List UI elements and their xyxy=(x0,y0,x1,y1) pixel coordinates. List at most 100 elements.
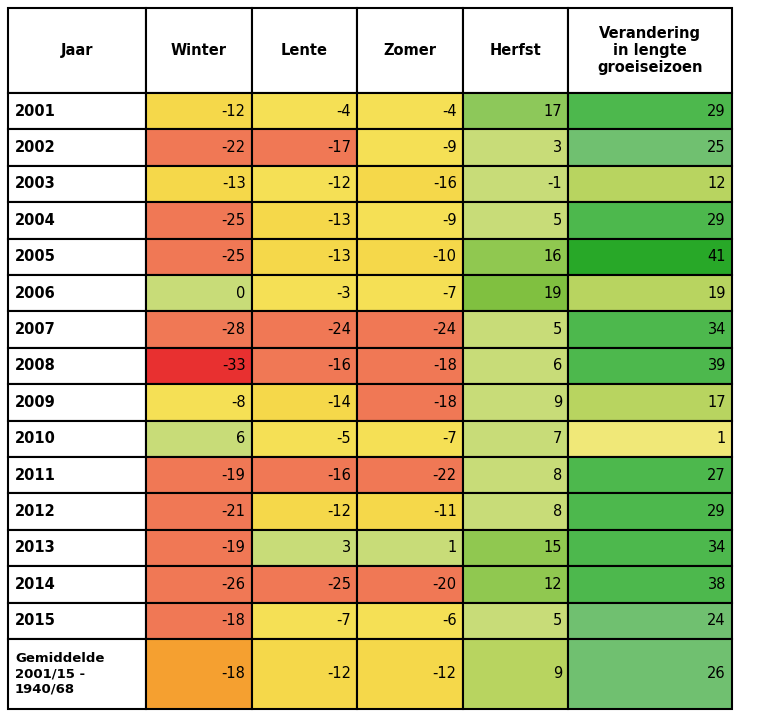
Bar xyxy=(568,166,732,202)
Bar xyxy=(252,384,357,421)
Bar xyxy=(146,348,252,384)
Text: 26: 26 xyxy=(707,667,726,681)
Text: 34: 34 xyxy=(708,541,726,556)
Text: -19: -19 xyxy=(222,467,246,483)
Text: 5: 5 xyxy=(553,213,562,228)
Bar xyxy=(568,566,732,602)
Text: -28: -28 xyxy=(222,322,246,337)
Bar xyxy=(568,8,732,93)
Bar xyxy=(8,239,146,275)
Text: 9: 9 xyxy=(553,395,562,410)
Bar xyxy=(357,311,463,348)
Bar xyxy=(146,8,252,93)
Text: 12: 12 xyxy=(544,577,562,592)
Bar xyxy=(8,530,146,566)
Text: -3: -3 xyxy=(336,285,351,300)
Bar xyxy=(463,93,568,129)
Text: 2012: 2012 xyxy=(15,504,55,519)
Text: -25: -25 xyxy=(327,577,351,592)
Bar xyxy=(146,129,252,166)
Text: -18: -18 xyxy=(433,395,457,410)
Text: -13: -13 xyxy=(327,213,351,228)
Text: -8: -8 xyxy=(231,395,246,410)
Bar xyxy=(146,384,252,421)
Bar xyxy=(252,457,357,493)
Bar xyxy=(463,530,568,566)
Text: 16: 16 xyxy=(544,250,562,265)
Text: 7: 7 xyxy=(553,432,562,446)
Text: 17: 17 xyxy=(544,104,562,119)
Bar xyxy=(463,457,568,493)
Text: -19: -19 xyxy=(222,541,246,556)
Text: -16: -16 xyxy=(327,467,351,483)
Bar xyxy=(8,166,146,202)
Text: -22: -22 xyxy=(222,140,246,155)
Text: 25: 25 xyxy=(707,140,726,155)
Bar xyxy=(8,202,146,239)
Text: -20: -20 xyxy=(433,577,457,592)
Bar xyxy=(463,311,568,348)
Bar xyxy=(8,8,146,93)
Bar xyxy=(252,421,357,457)
Bar xyxy=(146,239,252,275)
Text: 6: 6 xyxy=(553,358,562,374)
Bar xyxy=(252,166,357,202)
Text: 5: 5 xyxy=(553,613,562,628)
Text: -4: -4 xyxy=(442,104,457,119)
Text: 1: 1 xyxy=(447,541,457,556)
Text: 2013: 2013 xyxy=(15,541,55,556)
Bar xyxy=(8,421,146,457)
Text: -13: -13 xyxy=(327,250,351,265)
Bar xyxy=(568,311,732,348)
Text: 2011: 2011 xyxy=(15,467,56,483)
Bar xyxy=(568,602,732,639)
Bar xyxy=(146,639,252,709)
Text: -16: -16 xyxy=(327,358,351,374)
Text: Gemiddelde
2001/15 -
1940/68: Gemiddelde 2001/15 - 1940/68 xyxy=(15,652,105,695)
Text: 2002: 2002 xyxy=(15,140,55,155)
Bar xyxy=(8,93,146,129)
Text: 19: 19 xyxy=(708,285,726,300)
Bar xyxy=(252,239,357,275)
Text: -12: -12 xyxy=(222,104,246,119)
Bar xyxy=(463,639,568,709)
Bar xyxy=(463,493,568,530)
Text: -7: -7 xyxy=(442,285,457,300)
Bar xyxy=(357,239,463,275)
Bar xyxy=(463,421,568,457)
Text: Zomer: Zomer xyxy=(383,43,437,58)
Bar xyxy=(568,93,732,129)
Text: 3: 3 xyxy=(553,140,562,155)
Text: 9: 9 xyxy=(553,667,562,681)
Text: -10: -10 xyxy=(433,250,457,265)
Text: -17: -17 xyxy=(327,140,351,155)
Bar xyxy=(357,384,463,421)
Text: -33: -33 xyxy=(222,358,246,374)
Bar xyxy=(146,275,252,311)
Text: -26: -26 xyxy=(222,577,246,592)
Bar xyxy=(357,457,463,493)
Bar xyxy=(568,202,732,239)
Text: -24: -24 xyxy=(327,322,351,337)
Bar xyxy=(252,275,357,311)
Text: 8: 8 xyxy=(553,504,562,519)
Bar xyxy=(146,457,252,493)
Text: -21: -21 xyxy=(222,504,246,519)
Bar xyxy=(568,493,732,530)
Bar xyxy=(8,311,146,348)
Bar xyxy=(8,639,146,709)
Bar xyxy=(252,93,357,129)
Text: 24: 24 xyxy=(707,613,726,628)
Text: -25: -25 xyxy=(222,213,246,228)
Bar xyxy=(252,639,357,709)
Bar xyxy=(357,129,463,166)
Text: 34: 34 xyxy=(708,322,726,337)
Bar xyxy=(357,202,463,239)
Text: 2006: 2006 xyxy=(15,285,55,300)
Text: -12: -12 xyxy=(433,667,457,681)
Text: -6: -6 xyxy=(442,613,457,628)
Text: 2015: 2015 xyxy=(15,613,56,628)
Text: -1: -1 xyxy=(547,176,562,191)
Bar xyxy=(568,530,732,566)
Bar xyxy=(8,566,146,602)
